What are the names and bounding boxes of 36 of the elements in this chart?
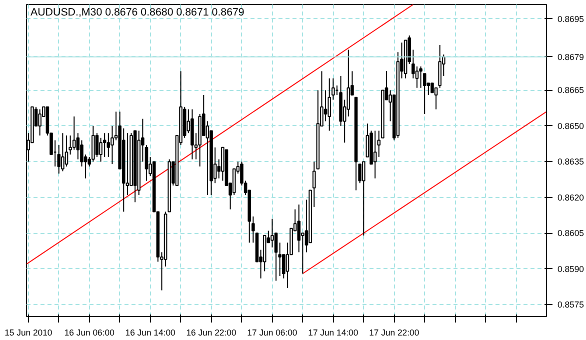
candlestick	[126, 132, 130, 196]
x-tick-label: 17 Jun 22:00	[369, 328, 420, 338]
candlestick	[373, 130, 377, 179]
y-tick-label: 0.8650	[558, 120, 584, 131]
x-tick-label: 17 Jun 06:00	[247, 328, 298, 338]
x-tick-label: 17 Jun 14:00	[308, 328, 358, 338]
candlestick	[102, 132, 106, 158]
candlestick	[328, 78, 331, 132]
candlestick	[99, 137, 102, 162]
candlestick	[92, 125, 95, 162]
candlestick	[438, 44, 442, 88]
candlestick	[38, 108, 42, 136]
candlestick	[415, 66, 419, 88]
candlestick	[144, 144, 148, 182]
x-tick-label: 15 Jun 2010	[4, 328, 52, 338]
candlestick	[362, 161, 366, 236]
y-tick-label: 0.8590	[558, 264, 584, 274]
x-tick-label: 16 Jun 14:00	[125, 328, 176, 338]
y-tick-label: 0.8695	[558, 14, 584, 24]
ref-line-label: 0.8679	[558, 52, 584, 62]
y-tick-label: 0.8635	[558, 156, 584, 167]
x-tick-label: 16 Jun 06:00	[64, 328, 115, 338]
candlestick	[278, 242, 282, 277]
x-tick-label: 16 Jun 22:00	[186, 328, 236, 338]
candlestick	[95, 132, 99, 158]
candlestick	[419, 66, 422, 88]
y-tick-label: 0.8620	[558, 192, 584, 202]
candlestick	[64, 134, 68, 167]
y-tick-label: 0.8575	[558, 300, 584, 310]
candlestick	[274, 232, 278, 282]
y-tick-label: 0.8665	[558, 85, 584, 96]
candlestick	[430, 82, 434, 94]
candlestick	[72, 116, 76, 150]
chart-title: AUDUSD.,M30 0.8676 0.8680 0.8671 0.8679	[30, 6, 244, 18]
y-tick-label: 0.8605	[558, 228, 584, 238]
candlestick	[61, 132, 64, 172]
